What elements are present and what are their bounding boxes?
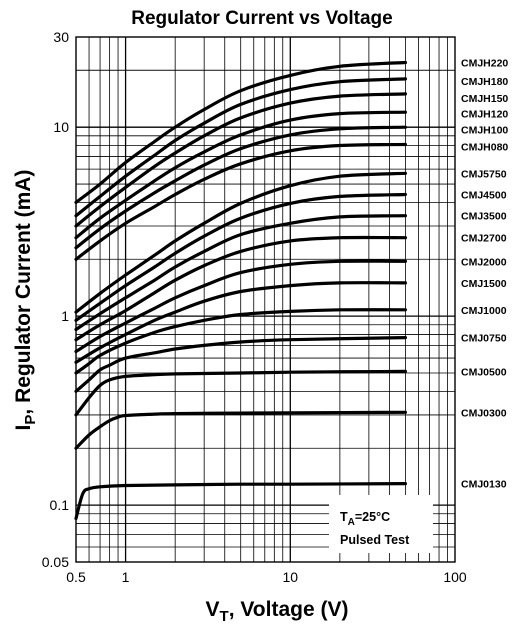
y-tick-label: 0.05 xyxy=(42,554,69,570)
y-tick-label: 10 xyxy=(53,119,69,135)
y-axis-title-rest: , Regulator Current (mA) xyxy=(12,170,35,415)
series-label-cmj2000: CMJ2000 xyxy=(461,256,507,268)
series-line-cmjh180 xyxy=(74,77,407,218)
annotation-temperature: TA=25°C xyxy=(340,510,390,528)
series-line-cmj0500 xyxy=(74,369,407,417)
series-label-cmjh150: CMJH150 xyxy=(461,93,508,105)
x-axis-title-sub: T xyxy=(220,608,229,625)
annotation-background xyxy=(329,495,433,553)
series-label-cmj4500: CMJ4500 xyxy=(461,190,507,202)
series-label-cmj2700: CMJ2700 xyxy=(461,233,507,245)
chart-title: Regulator Current vs Voltage xyxy=(131,8,392,29)
series-line-cmj0750 xyxy=(74,336,407,393)
series-label-cmj0750: CMJ0750 xyxy=(461,333,507,345)
x-axis-title-main: V xyxy=(206,598,220,621)
series-lines xyxy=(74,60,407,521)
series-label-cmjh100: CMJH100 xyxy=(461,125,508,137)
series-label-cmjh080: CMJH080 xyxy=(461,142,508,154)
series-line-cmj1500 xyxy=(74,281,407,364)
series-line-cmjh120 xyxy=(74,110,407,240)
series-line-cmj3500 xyxy=(74,214,407,332)
series-label-cmj1500: CMJ1500 xyxy=(461,278,507,290)
annotation-pulsed-test: Pulsed Test xyxy=(340,533,410,547)
y-axis-title: IP, Regulator Current (mA) xyxy=(12,170,39,431)
tick-labels: 0.5 1 10 100 0.05 0.1 1 10 30 xyxy=(42,29,467,585)
series-label-cmj0300: CMJ0300 xyxy=(461,407,507,419)
x-tick-label: 0.5 xyxy=(66,569,86,585)
series-label-cmjh220: CMJH220 xyxy=(461,57,508,69)
series-line-cmjh150 xyxy=(74,92,407,228)
y-tick-label: 1 xyxy=(61,308,69,324)
series-label-cmj3500: CMJ3500 xyxy=(461,211,507,223)
series-label-cmj0130: CMJ0130 xyxy=(461,479,507,491)
y-axis-title-sub: P xyxy=(22,415,39,425)
series-line-cmj0130 xyxy=(74,482,407,521)
series-label-cmj1000: CMJ1000 xyxy=(461,305,507,317)
x-axis-title-rest: , Voltage (V) xyxy=(229,598,349,621)
x-axis-title: VT, Voltage (V) xyxy=(206,598,349,625)
series-line-cmjh220 xyxy=(74,60,407,204)
series-line-cmj0300 xyxy=(74,410,407,450)
series-labels: CMJH220 CMJH180 CMJH150 CMJH120 CMJH100 CMJH0… xyxy=(461,57,508,490)
series-line-cmj4500 xyxy=(74,192,407,322)
annotation-t-sub: A xyxy=(348,517,355,528)
y-tick-label: 0.1 xyxy=(50,497,70,513)
series-line-cmjh100 xyxy=(74,125,407,250)
series-label-cmjh120: CMJH120 xyxy=(461,109,508,121)
series-line-cmj1000 xyxy=(74,308,407,375)
series-line-cmj5750 xyxy=(74,171,407,314)
series-label-cmj0500: CMJ0500 xyxy=(461,366,507,378)
annotation-temp-value: =25°C xyxy=(355,510,390,524)
series-label-cmjh180: CMJH180 xyxy=(461,76,508,88)
y-axis-title-main: I xyxy=(12,425,35,431)
plot-frame xyxy=(75,36,456,563)
series-line-cmjh080 xyxy=(74,142,407,261)
x-tick-label: 100 xyxy=(443,569,467,585)
y-tick-label: 30 xyxy=(53,29,69,45)
annotation-box: TA=25°C Pulsed Test xyxy=(329,495,433,553)
annotation-t: T xyxy=(340,510,348,524)
series-line-cmj2700 xyxy=(74,235,407,342)
series-line-cmj2000 xyxy=(74,259,407,354)
series-label-cmj5750: CMJ5750 xyxy=(461,168,507,180)
x-tick-label: 10 xyxy=(283,569,299,585)
x-tick-label: 1 xyxy=(122,569,130,585)
